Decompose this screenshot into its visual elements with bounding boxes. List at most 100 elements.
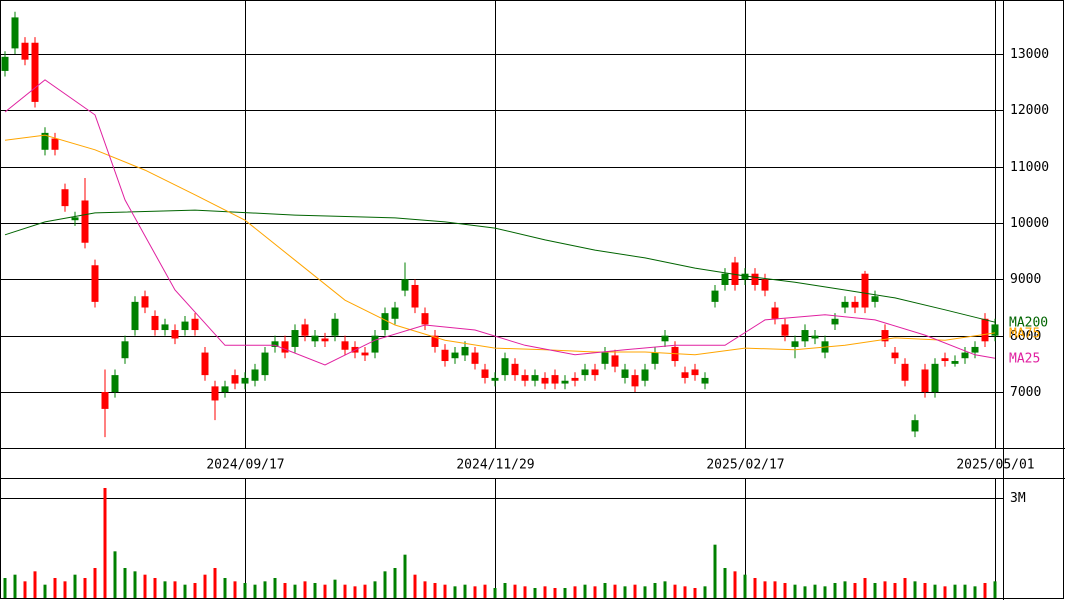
volume-bar [213, 568, 217, 598]
volume-bar [583, 584, 587, 598]
ma-line [4, 79, 996, 366]
candle-body [271, 341, 279, 347]
volume-bar [873, 583, 877, 598]
volume-bar [353, 586, 357, 598]
candle-body [791, 341, 799, 347]
candle-body [941, 358, 949, 362]
legend-label: MA75 [1009, 326, 1040, 341]
volume-bar [543, 586, 547, 598]
volume-bar [263, 581, 267, 598]
candle-body [581, 369, 589, 376]
volume-bar [663, 581, 667, 598]
volume-bar [333, 579, 337, 598]
volume-bar [593, 586, 597, 598]
candle-body [321, 338, 329, 342]
volume-bar [73, 574, 77, 598]
candle-body [981, 318, 989, 342]
volume-bar [853, 583, 857, 598]
candle-body [231, 375, 239, 384]
ma-line [4, 209, 996, 323]
volume-bar [273, 578, 277, 598]
y-tick-label: 13000 [1010, 47, 1049, 62]
candle-body [111, 375, 119, 393]
candle-body [251, 369, 259, 381]
volume-bar [563, 588, 567, 598]
candle-body [221, 386, 229, 393]
candle-body [21, 42, 29, 60]
volume-bar [13, 574, 17, 598]
candle-body [421, 313, 429, 325]
candle-body [261, 352, 269, 376]
candle-body [281, 341, 289, 353]
volume-bar [673, 584, 677, 598]
candle-body [621, 369, 629, 378]
x-tick-label: 2024/11/29 [456, 458, 534, 473]
candle-body [481, 369, 489, 378]
candle-body [711, 290, 719, 302]
candle-body [81, 200, 89, 243]
candle-body [361, 352, 369, 356]
volume-bar [233, 581, 237, 598]
candle-body [871, 296, 879, 302]
candle-body [901, 363, 909, 381]
volume-bar [823, 586, 827, 598]
volume-bar [33, 571, 37, 598]
volume-bar [783, 583, 787, 598]
candle-body [131, 301, 139, 331]
candle-body [501, 358, 509, 376]
candle-body [881, 330, 889, 342]
candle-body [541, 377, 549, 384]
y-tick-label: 12000 [1010, 103, 1049, 118]
volume-bar [573, 586, 577, 598]
volume-bar [973, 586, 977, 598]
volume-bar [113, 551, 117, 598]
volume-bar [393, 568, 397, 598]
candle-body [641, 369, 649, 381]
volume-bar [323, 584, 327, 598]
candle-body [651, 352, 659, 364]
volume-bar [503, 583, 507, 598]
volume-bar [303, 581, 307, 598]
volume-bar [803, 586, 807, 598]
volume-bar [383, 571, 387, 598]
volume-bar [23, 581, 27, 598]
volume-bar [913, 581, 917, 598]
volume-bar [283, 583, 287, 598]
candle-body [301, 324, 309, 336]
candle-body [331, 318, 339, 336]
candle-body [311, 335, 319, 342]
volume-bar [983, 583, 987, 598]
candle-body [391, 307, 399, 319]
volume-bar [893, 583, 897, 598]
volume-bar [183, 584, 187, 598]
volume-bar [483, 584, 487, 598]
volume-bar [123, 568, 127, 598]
candle-body [631, 375, 639, 387]
volume-bar [763, 581, 767, 598]
volume-bar [93, 568, 97, 598]
volume-bar [773, 581, 777, 598]
candle-body [491, 377, 499, 381]
candle-body [691, 369, 699, 376]
volume-bar [863, 578, 867, 598]
candle-body [551, 375, 559, 384]
volume-bar [713, 544, 717, 598]
candle-body [591, 369, 599, 376]
volume-bar [463, 584, 467, 598]
volume-bar [813, 584, 817, 598]
candle-body [31, 42, 39, 102]
candle-body [721, 273, 729, 285]
candle-body [461, 346, 469, 356]
volume-bar [883, 581, 887, 598]
volume-bar [53, 578, 57, 598]
candle-body [611, 355, 619, 367]
volume-bar [163, 581, 167, 598]
volume-bar [413, 574, 417, 598]
candle-body [811, 335, 819, 339]
volume-bar [963, 584, 967, 598]
candle-body [991, 324, 999, 336]
candle-body [681, 372, 689, 378]
candle-body [201, 352, 209, 376]
volume-bar [133, 571, 137, 598]
